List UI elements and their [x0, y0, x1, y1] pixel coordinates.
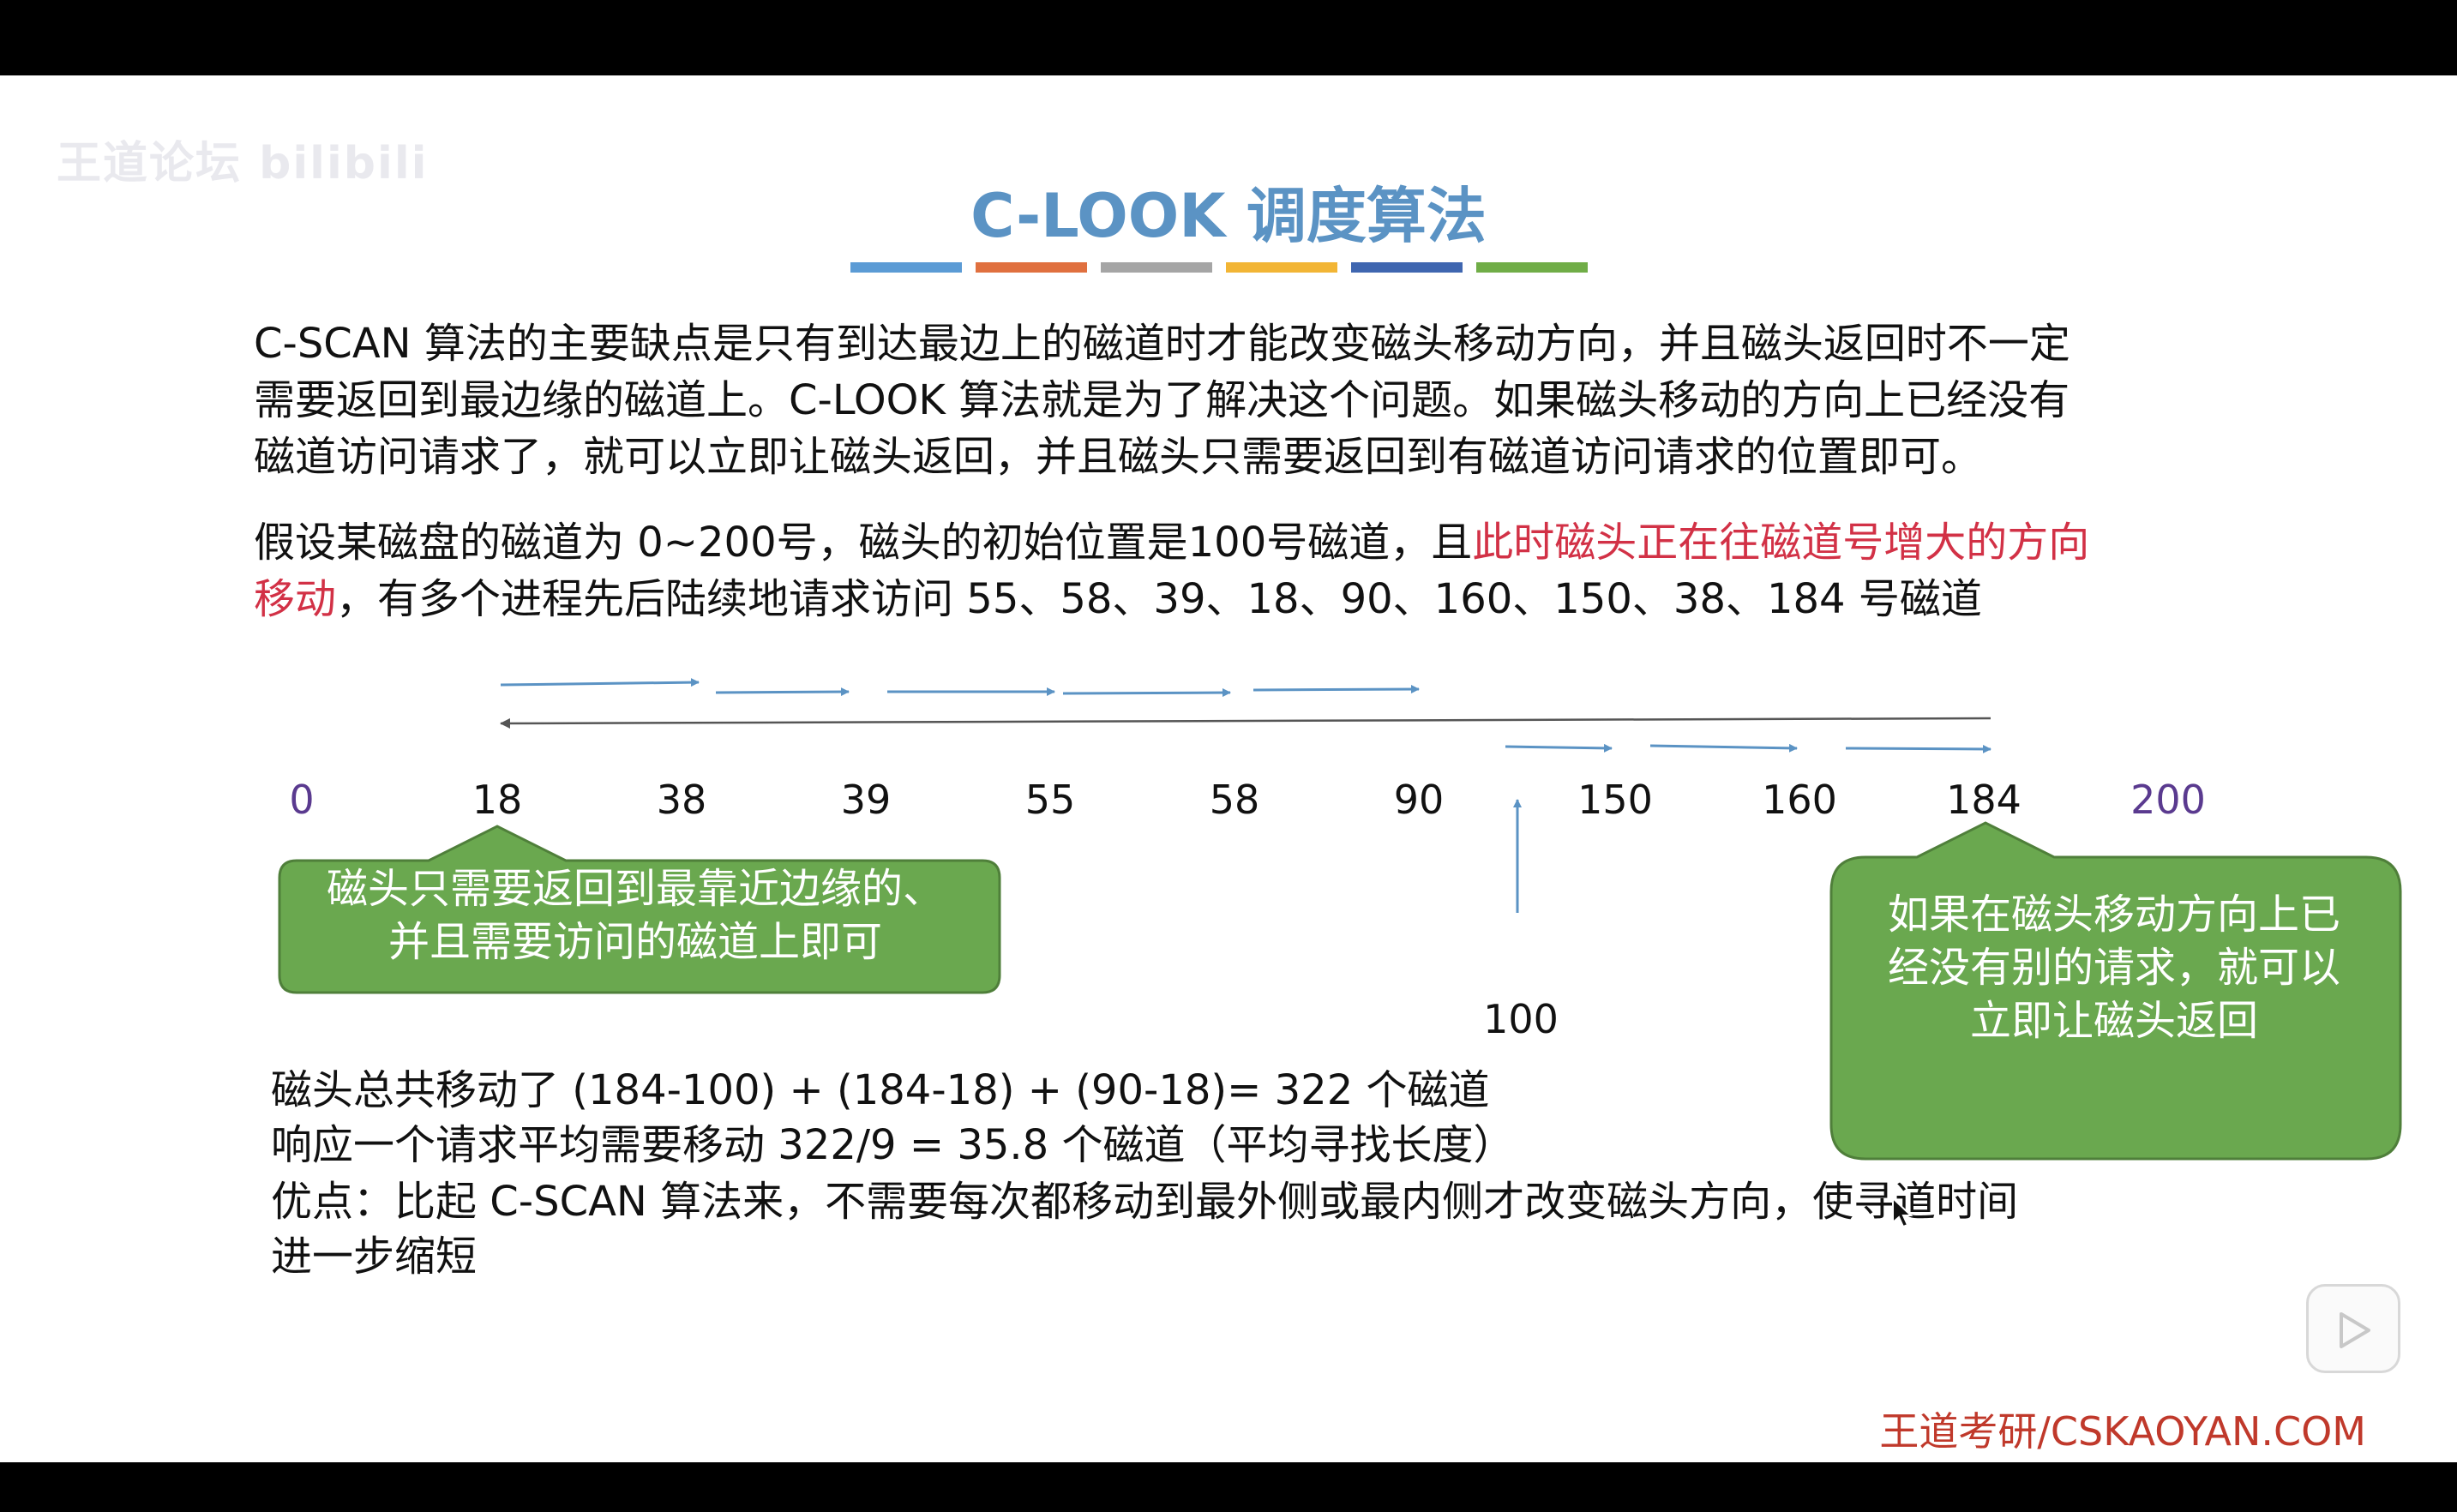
- summary-advantage-line-2: 进一步缩短: [271, 1233, 478, 1281]
- track-label: 160: [1762, 777, 1837, 823]
- title-color-bar: [1476, 262, 1588, 273]
- callout-right-bubble: [1829, 821, 2402, 1161]
- problem-text-2: ，有多个进程先后陆续地请求访问 55、58、39、18、90、160、150、3…: [336, 575, 1982, 623]
- return-arrow-184-18: [500, 717, 1991, 729]
- callout-left-line-2: 并且需要访问的磁道上即可: [387, 918, 882, 966]
- problem-highlight-1: 此时磁头正在往磁道号增大的方向: [1472, 519, 2090, 567]
- summary-total-moves: 磁头总共移动了 (184-100) + (184-18) + (90-18)= …: [271, 1066, 1490, 1114]
- title-color-bar: [1101, 262, 1212, 273]
- track-label: 0: [289, 777, 315, 823]
- track-label: 39: [840, 777, 892, 823]
- seek-arrow-160-184: [1845, 744, 1991, 753]
- seek-arrow-38-39: [715, 687, 850, 697]
- callout-right-line-2: 经没有别的请求，就可以: [1887, 944, 2340, 992]
- intro-paragraph: C-SCAN 算法的主要缺点是只有到达最边上的磁道时才能改变磁头移动方向，并且磁…: [254, 315, 2294, 485]
- title-color-bar: [850, 262, 962, 273]
- track-label: 38: [656, 777, 707, 823]
- track-label: 200: [2130, 777, 2206, 823]
- play-button[interactable]: [2306, 1284, 2400, 1373]
- watermark: 王道论坛 bilibili: [57, 138, 429, 189]
- track-label: 150: [1577, 777, 1653, 823]
- problem-text-1: 假设某磁盘的磁道为 0~200号，磁头的初始位置是100号磁道，且: [254, 519, 1473, 567]
- seek-arrow-150-160: [1649, 743, 1798, 753]
- intro-line-1: C-SCAN 算法的主要缺点是只有到达最边上的磁道时才能改变磁头移动方向，并且磁…: [254, 320, 2070, 368]
- track-label: 18: [472, 777, 523, 823]
- title-color-bar: [1351, 262, 1463, 273]
- callout-right-text: 如果在磁头移动方向上已 经没有别的请求，就可以 立即让磁头返回: [1831, 888, 2397, 1047]
- intro-line-2: 需要返回到最边缘的磁道上。C-LOOK 算法就是为了解决这个问题。如果磁头移动的…: [254, 376, 2070, 424]
- cursor-icon: [1892, 1197, 1913, 1228]
- summary-average-seek: 响应一个请求平均需要移动 322/9 = 35.8 个磁道（平均寻找长度）: [271, 1121, 1515, 1169]
- callout-right-line-3: 立即让磁头返回: [1969, 997, 2258, 1045]
- intro-line-3: 磁道访问请求了，就可以立即让磁头返回，并且磁头只需要返回到有磁道访问请求的位置即…: [254, 433, 1983, 481]
- slide: 王道论坛 bilibili C-LOOK 调度算法 C-SCAN 算法的主要缺点…: [0, 75, 2457, 1462]
- title-color-bar: [976, 262, 1087, 273]
- callout-right-line-1: 如果在磁头移动方向上已: [1887, 891, 2340, 939]
- title-color-bars: [850, 262, 1588, 273]
- seek-arrow-100-150: [1505, 743, 1613, 753]
- callout-left-bubble: [278, 825, 1001, 994]
- summary-advantage-line-1: 优点：比起 C-SCAN 算法来，不需要每次都移动到最外侧或最内侧才改变磁头方向…: [271, 1178, 2019, 1226]
- seek-arrow-58-90: [1253, 685, 1420, 694]
- slide-title: C-LOOK 调度算法: [970, 181, 1487, 251]
- problem-paragraph: 假设某磁盘的磁道为 0~200号，磁头的初始位置是100号磁道，且此时磁头正在往…: [254, 514, 2294, 627]
- footer-brand: 王道考研/CSKAOYAN.COM: [1879, 1408, 2366, 1455]
- start-track-label: 100: [1483, 996, 1559, 1042]
- callout-left-line-1: 磁头只需要返回到最靠近边缘的、: [326, 865, 944, 913]
- play-icon: [2340, 1312, 2370, 1348]
- track-label: 55: [1024, 777, 1076, 823]
- track-label: 90: [1393, 777, 1445, 823]
- track-diagram: [278, 678, 2402, 1161]
- track-label: 58: [1209, 777, 1260, 823]
- title-color-bar: [1226, 262, 1337, 273]
- track-label: 184: [1946, 777, 2021, 823]
- callout-left-text: 磁头只需要返回到最靠近边缘的、 并且需要访问的磁道上即可: [279, 862, 991, 969]
- seek-arrow-18-38: [500, 678, 700, 687]
- problem-highlight-2: 移动: [254, 575, 337, 623]
